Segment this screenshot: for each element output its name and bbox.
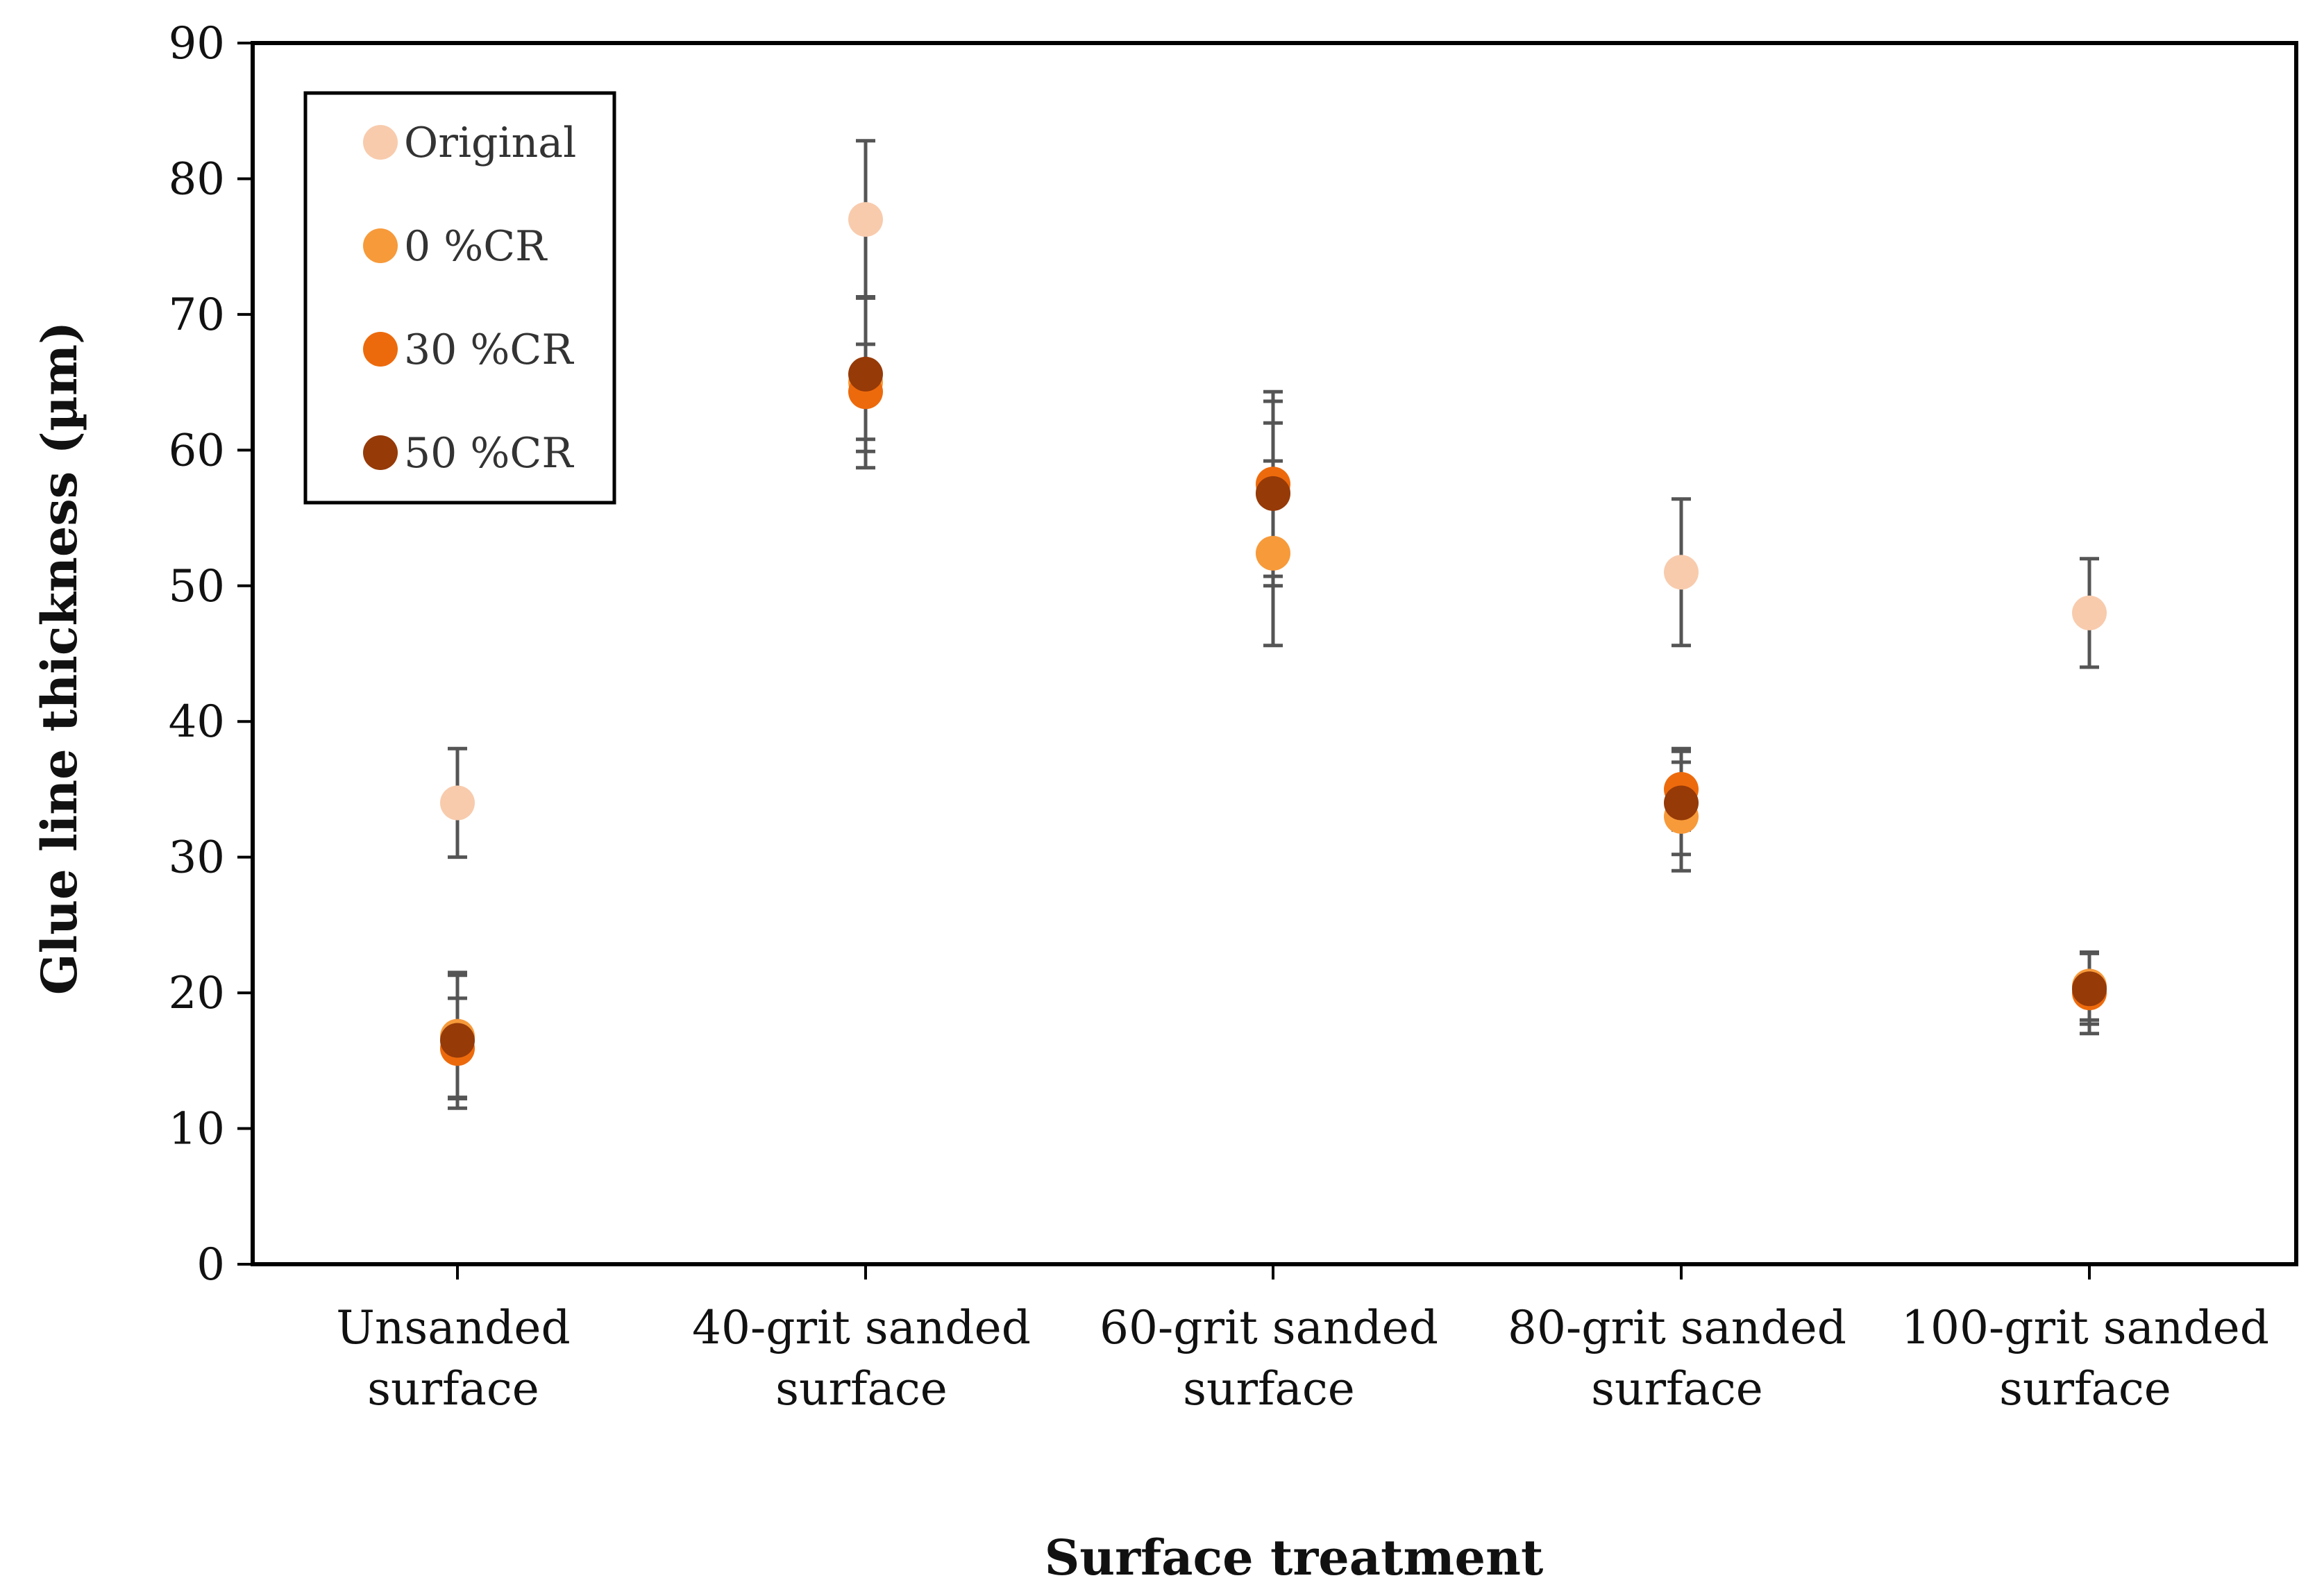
legend-marker [363,435,398,470]
x-tick-label: surface [1591,1362,1763,1416]
series-layer [440,139,2107,1110]
plot-area-frame [251,41,2298,1266]
x-tick-label: 100-grit sanded [1901,1301,2269,1354]
x-tick-label: Unsanded [336,1301,570,1354]
x-tick-label: surface [1999,1362,2171,1416]
y-tick-label: 90 [169,18,225,69]
data-point [440,785,475,821]
x-axis-title: Surface treatment [1045,1529,1544,1586]
y-tick-label: 20 [169,968,225,1019]
y-tick-label: 30 [169,832,225,884]
series-50-cr [440,356,2107,1058]
data-point [2072,595,2107,630]
y-axis-title: Glue line thickness (µm) [31,321,88,995]
data-point [1664,555,1699,590]
legend-marker [363,125,398,160]
legend-box [303,91,616,505]
x-tick-label: 40-grit sanded [692,1301,1031,1354]
x-tick-label: 80-grit sanded [1508,1301,1846,1354]
legend-label: 30 %CR [404,326,574,374]
data-point [1664,785,1699,821]
x-tick-label: surface [775,1362,948,1416]
data-point [1256,535,1290,571]
y-tick-label: 40 [169,696,225,748]
x-tick-label: 60-grit sanded [1100,1301,1438,1354]
y-tick-label: 10 [169,1104,225,1155]
data-point [1256,476,1290,511]
legend-label: Original [404,119,576,167]
y-tick-label: 60 [169,425,225,476]
y-tick-label: 70 [169,290,225,341]
data-point [848,202,883,237]
legend-marker [363,228,398,263]
y-tick-label: 50 [169,561,225,612]
y-tick-label: 80 [169,153,225,205]
y-axis-ticks: 0 10 20 30 40 50 60 70 80 90 [169,18,253,1291]
legend-marker [363,332,398,367]
legend-label: 0 %CR [404,222,548,271]
x-axis-ticks: Unsanded surface 40-grit sanded surface 60-g… [336,1264,2269,1416]
y-tick-label: 0 [196,1239,225,1291]
legend-label: 50 %CR [404,429,574,478]
legend-entries: Original 0 %CR 30 %CR 50 %CR [363,119,576,478]
data-point [440,1023,475,1058]
data-point [2072,971,2107,1007]
x-tick-label: surface [1183,1362,1355,1416]
legend: Original 0 %CR 30 %CR 50 %CR [303,91,616,505]
x-tick-label: surface [367,1362,539,1416]
data-point [848,356,883,392]
